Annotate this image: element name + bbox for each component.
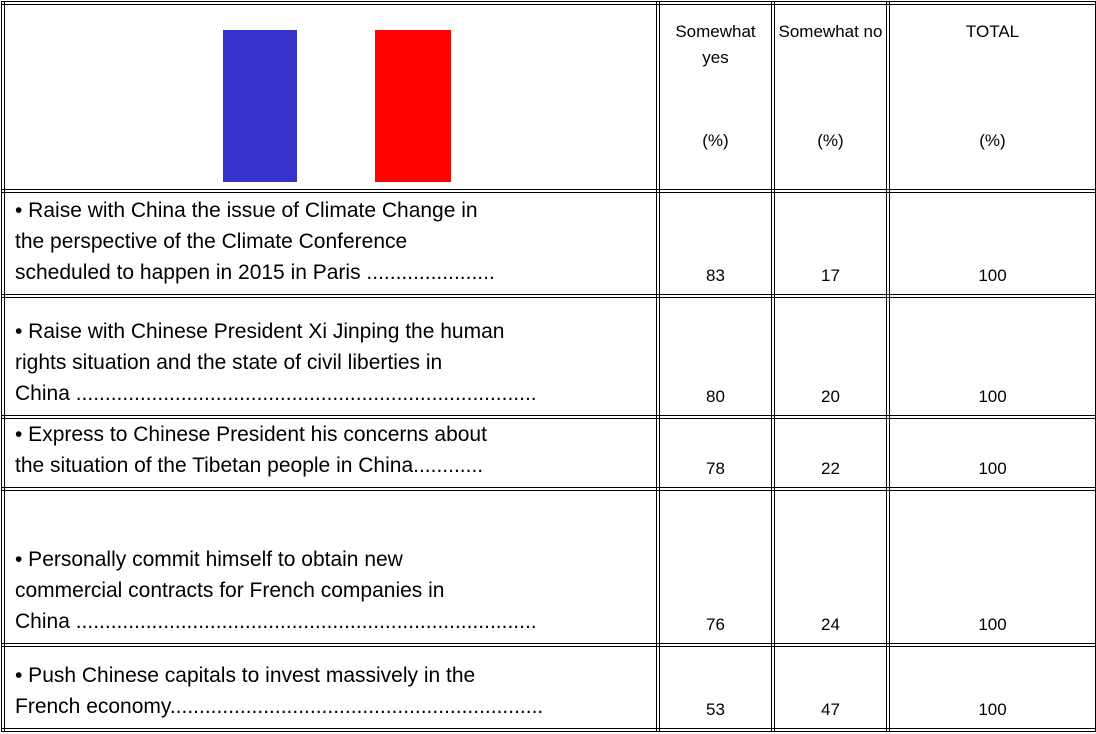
item-line: China ..................................… [15, 381, 537, 405]
value-cell: 100 [886, 414, 1096, 492]
table-row: • Personally commit himself to obtain ne… [1, 487, 1096, 648]
item-cell: • Raise with Chinese President Xi Jinpin… [1, 293, 660, 419]
value-cell: 22 [771, 414, 890, 492]
flag-cell [1, 1, 660, 193]
value-cell: 17 [771, 189, 890, 298]
table-row: • Raise with China the issue of Climate … [1, 189, 1096, 298]
column-header: Somewhat yes (%) [656, 1, 775, 193]
french-flag [223, 30, 451, 182]
flag-red [375, 30, 451, 182]
column-label: TOTAL [965, 22, 1020, 41]
item-line: scheduled to happen in 2015 in Paris ...… [15, 260, 495, 284]
value-cell: 53 [656, 643, 775, 732]
value-cell: 76 [656, 487, 775, 648]
item-line: • Raise with China the issue of Climate … [15, 198, 478, 222]
flag-white [297, 30, 375, 182]
item-cell: • Express to Chinese President his conce… [1, 414, 660, 492]
value-cell: 100 [886, 643, 1096, 732]
flag-blue [223, 30, 297, 182]
value-cell: 100 [886, 189, 1096, 298]
item-line: the perspective of the Climate Conferenc… [15, 229, 408, 253]
header-row: Somewhat yes (%) Somewhat no (%) TOTAL (%) [1, 1, 1096, 193]
value-cell: 78 [656, 414, 775, 492]
item-cell: • Personally commit himself to obtain ne… [1, 487, 660, 648]
column-header: TOTAL (%) [886, 1, 1096, 193]
item-line: • Raise with Chinese President Xi Jinpin… [15, 319, 505, 343]
column-header: Somewhat no (%) [771, 1, 890, 193]
table-body: • Raise with China the issue of Climate … [1, 189, 1096, 732]
item-line: China ..................................… [15, 610, 537, 634]
column-unit: (%) [979, 131, 1006, 150]
column-unit: (%) [702, 131, 729, 150]
item-line: rights situation and the state of civil … [15, 350, 443, 374]
column-label: Somewhat yes [675, 22, 756, 67]
item-line: the situation of the Tibetan people in C… [15, 454, 484, 478]
value-cell: 80 [656, 293, 775, 419]
column-label: Somewhat no [778, 22, 883, 41]
value-cell: 100 [886, 487, 1096, 648]
value-cell: 20 [771, 293, 890, 419]
item-cell: • Push Chinese capitals to invest massiv… [1, 643, 660, 732]
column-unit: (%) [817, 131, 844, 150]
table-row: • Raise with Chinese President Xi Jinpin… [1, 293, 1096, 419]
item-line: • Personally commit himself to obtain ne… [15, 548, 403, 572]
value-cell: 83 [656, 189, 775, 298]
value-cell: 24 [771, 487, 890, 648]
item-line: • Push Chinese capitals to invest massiv… [15, 664, 476, 687]
item-cell: • Raise with China the issue of Climate … [1, 189, 660, 298]
value-cell: 100 [886, 293, 1096, 419]
value-cell: 47 [771, 643, 890, 732]
item-line: commercial contracts for French companie… [15, 579, 445, 603]
table-row: • Push Chinese capitals to invest massiv… [1, 643, 1096, 732]
item-line: French economy..........................… [15, 695, 544, 718]
item-line: • Express to Chinese President his conce… [15, 423, 487, 447]
table-row: • Express to Chinese President his conce… [1, 414, 1096, 492]
